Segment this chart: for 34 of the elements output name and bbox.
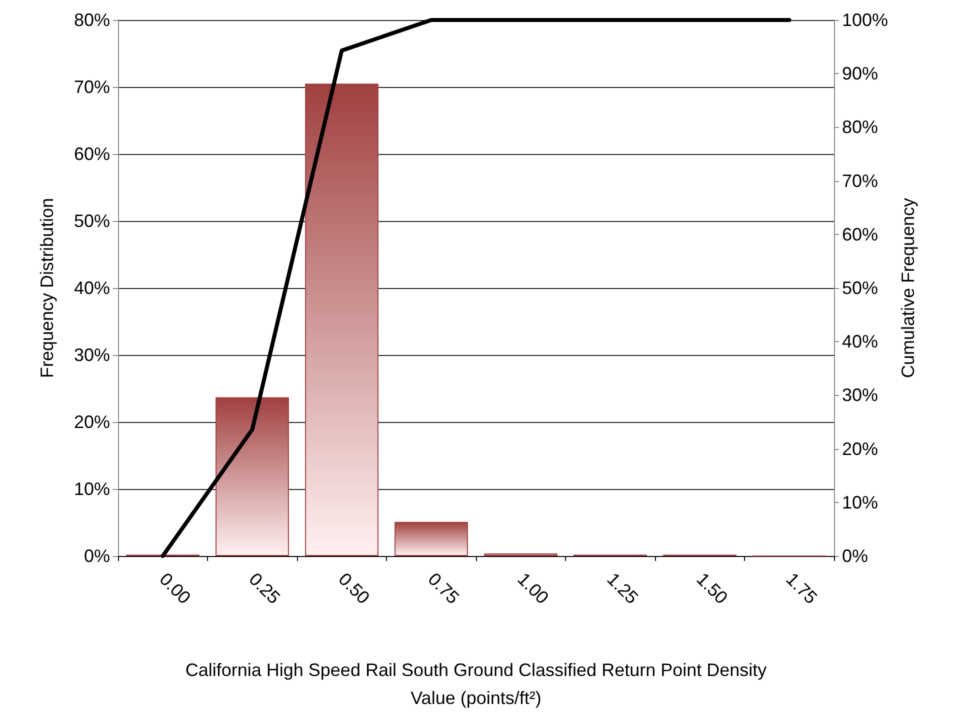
y2-tick-label: 0%	[842, 546, 868, 566]
x-tick-label: 0.00	[156, 568, 195, 608]
bar	[394, 522, 468, 556]
y-axis-title: Frequency Distribution	[37, 198, 57, 378]
y2-tick-label: 60%	[842, 224, 878, 244]
x-tick-label: 1.75	[782, 568, 822, 608]
y-tick-label: 30%	[74, 345, 110, 365]
y2-tick-label: 80%	[842, 117, 878, 138]
x-tick-label: 1.00	[514, 568, 553, 608]
x-tick-label: 1.50	[692, 568, 732, 608]
y2-tick-label: 50%	[842, 278, 878, 298]
x-tick-label: 0.50	[334, 568, 374, 608]
y2-tick-label: 30%	[842, 385, 878, 406]
y-tick-label: 10%	[74, 479, 110, 499]
bar	[216, 397, 289, 556]
y2-tick-label: 10%	[842, 492, 878, 512]
y2-tick-label: 90%	[842, 64, 878, 84]
y2-tick-label: 100%	[842, 10, 888, 30]
y-tick-label: 50%	[74, 211, 110, 231]
x-tick-label: 0.75	[424, 568, 464, 608]
bar	[305, 84, 378, 556]
y2-axis-title: Cumulative Frequency	[898, 198, 918, 378]
y2-tick-label: 20%	[842, 438, 878, 459]
x-axis-title: California High Speed Rail South Ground Classified Return Point Density Value (points/ft²)	[185, 660, 767, 708]
y-tick-label: 40%	[74, 278, 110, 298]
y-tick-label: 80%	[74, 10, 110, 30]
y2-tick-label: 40%	[842, 332, 878, 352]
x-tick-label: 0.25	[245, 568, 284, 608]
x-tick-label: 1.25	[603, 568, 642, 608]
y-tick-label: 60%	[74, 144, 110, 164]
y-tick-label: 20%	[74, 412, 110, 432]
y-tick-label: 0%	[84, 546, 110, 566]
y-tick-label: 70%	[74, 77, 110, 97]
y2-tick-label: 70%	[842, 170, 878, 191]
